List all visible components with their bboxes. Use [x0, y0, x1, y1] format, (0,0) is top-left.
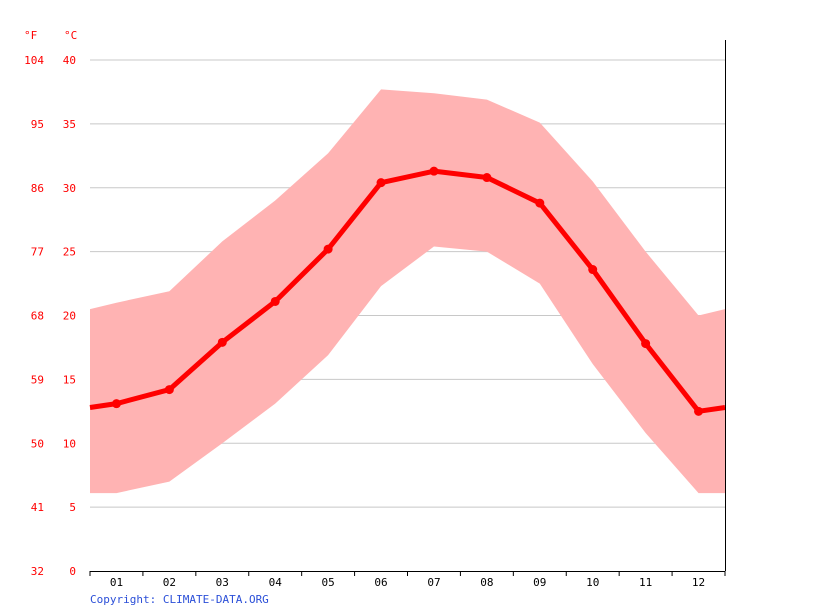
- x-tick-label: 10: [586, 576, 599, 589]
- data-point: [376, 178, 386, 188]
- y-tick-f: 104: [24, 54, 44, 67]
- data-point: [694, 406, 704, 416]
- x-tick-label: 01: [110, 576, 123, 589]
- unit-c-label: °C: [64, 29, 77, 42]
- y-tick-c: 30: [63, 182, 76, 195]
- x-tick-label: 04: [269, 576, 283, 589]
- copyright-link[interactable]: Copyright: CLIMATE-DATA.ORG: [90, 593, 269, 606]
- y-tick-c: 20: [63, 310, 76, 323]
- x-tick-label: 12: [692, 576, 705, 589]
- y-tick-f: 50: [31, 437, 44, 450]
- data-point: [535, 198, 545, 208]
- y-tick-f: 77: [31, 246, 44, 259]
- y-tick-c: 10: [63, 437, 76, 450]
- x-tick-label: 05: [322, 576, 335, 589]
- x-tick-label: 08: [480, 576, 493, 589]
- data-point: [429, 166, 439, 176]
- x-tick-label: 09: [533, 576, 546, 589]
- x-tick-label: 11: [639, 576, 652, 589]
- data-point: [323, 244, 333, 254]
- y-tick-f: 59: [31, 373, 44, 386]
- data-point: [111, 399, 121, 409]
- y-tick-c: 15: [63, 373, 76, 386]
- x-tick-label: 02: [163, 576, 176, 589]
- y-tick-f: 41: [31, 501, 44, 514]
- x-tick-label: 03: [216, 576, 229, 589]
- x-tick-label: 07: [427, 576, 440, 589]
- data-point: [164, 385, 174, 395]
- data-point: [482, 173, 492, 183]
- y-tick-f: 32: [31, 565, 44, 578]
- data-point: [588, 265, 598, 275]
- unit-f-label: °F: [24, 29, 37, 42]
- average-temperature-line: [89, 168, 726, 414]
- y-tick-c: 5: [69, 501, 76, 514]
- data-point: [270, 296, 280, 306]
- y-tick-f: 95: [31, 118, 44, 131]
- y-tick-f: 68: [31, 310, 44, 323]
- x-tick-label: 06: [374, 576, 387, 589]
- y-tick-f: 86: [31, 182, 44, 195]
- y-tick-c: 40: [63, 54, 76, 67]
- data-point: [217, 337, 227, 347]
- temperature-range-band: [90, 89, 725, 494]
- y-tick-c: 0: [69, 565, 76, 578]
- data-point: [641, 339, 651, 349]
- y-tick-c: 25: [63, 246, 76, 259]
- y-tick-c: 35: [63, 118, 76, 131]
